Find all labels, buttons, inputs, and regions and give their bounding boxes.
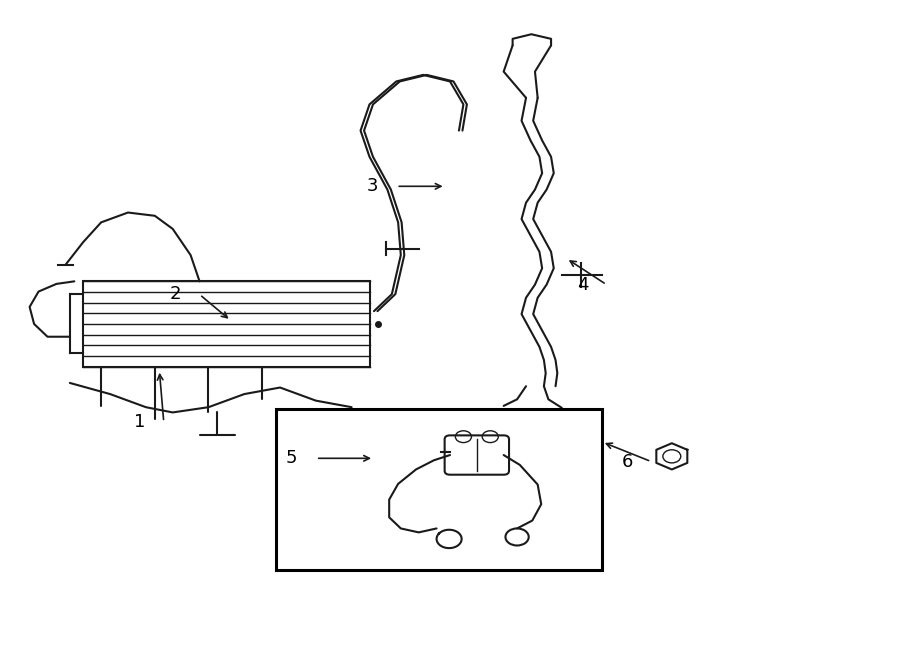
Bar <box>275 409 602 570</box>
Text: 2: 2 <box>170 286 181 303</box>
Text: 4: 4 <box>577 276 588 293</box>
Bar <box>84 282 370 367</box>
Text: 5: 5 <box>286 449 297 467</box>
Text: 6: 6 <box>621 453 633 471</box>
Text: 1: 1 <box>134 413 145 431</box>
Text: 3: 3 <box>366 177 378 195</box>
